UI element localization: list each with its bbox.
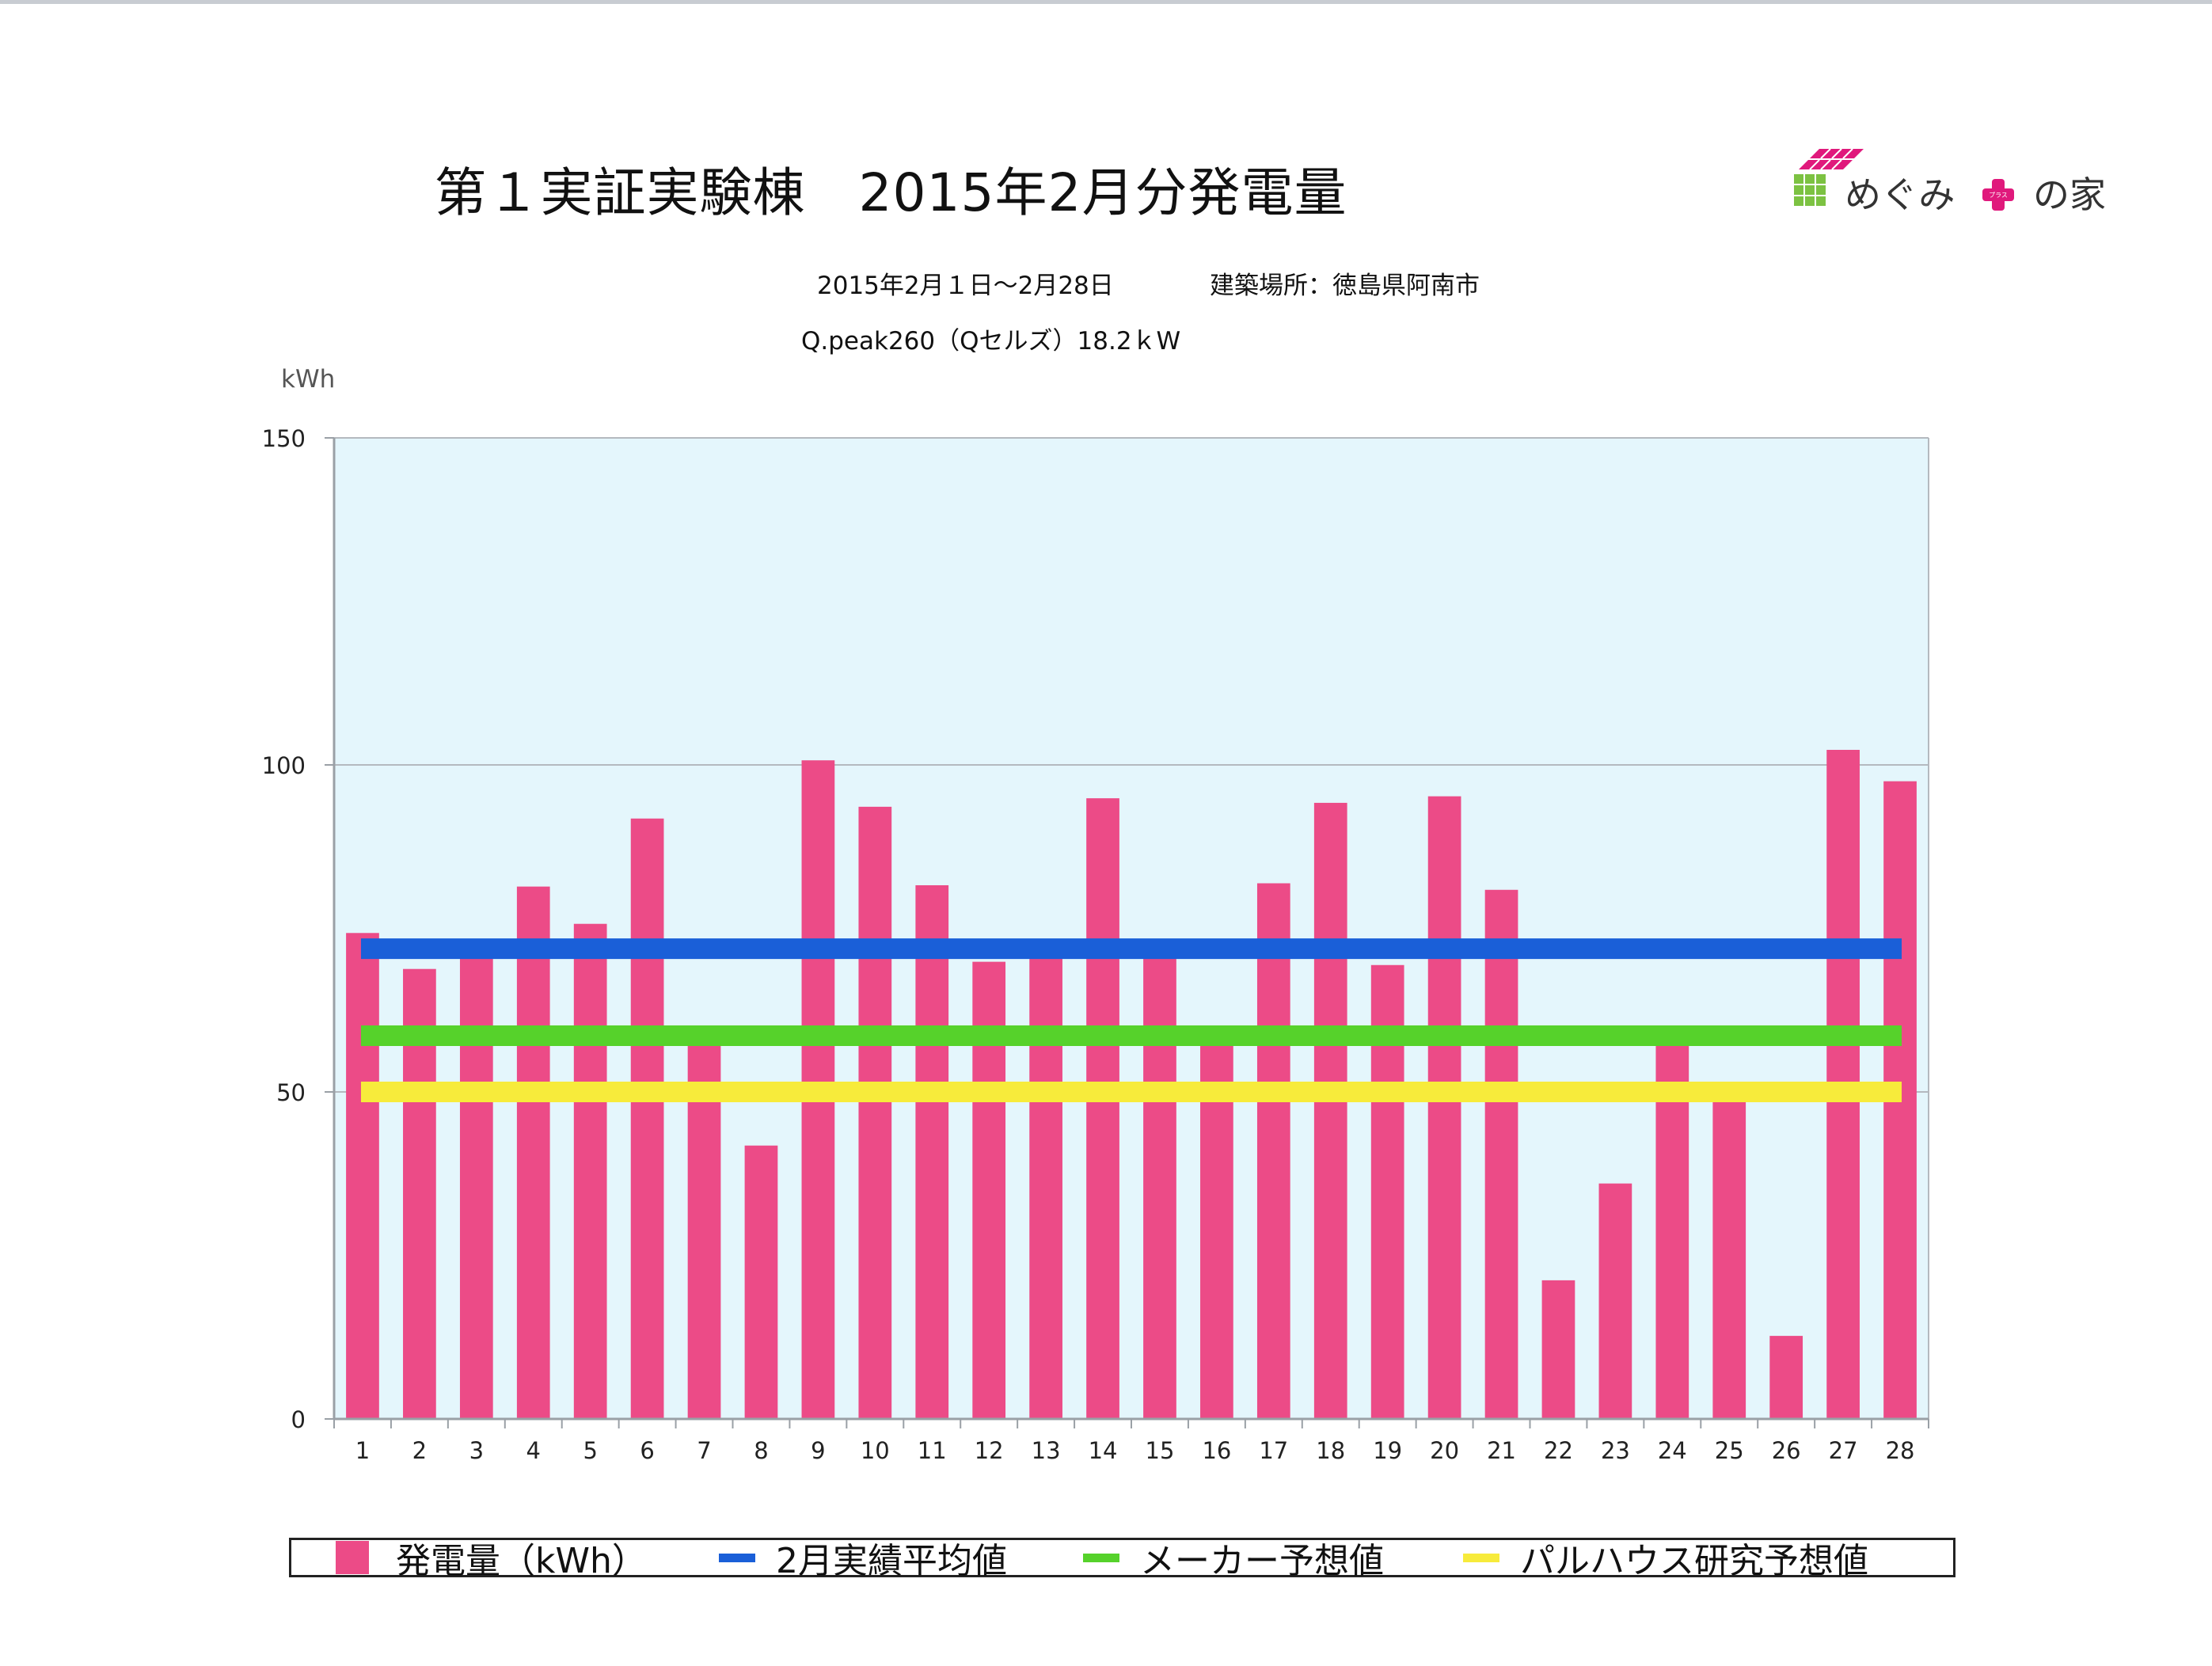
- x-tick-label-7: 7: [697, 1437, 711, 1464]
- x-tick-label-5: 5: [583, 1437, 597, 1464]
- x-tick-label-2: 2: [412, 1437, 427, 1464]
- location-text: 建築場所：徳島県阿南市: [1210, 272, 1480, 300]
- x-tick-label-1: 1: [355, 1437, 370, 1464]
- x-tick-label-6: 6: [640, 1437, 654, 1464]
- y-tick-label-0: 0: [291, 1406, 306, 1433]
- legend-swatch-maker: [1083, 1553, 1119, 1562]
- x-tick-label-22: 22: [1544, 1437, 1573, 1464]
- x-tick-label-23: 23: [1601, 1437, 1630, 1464]
- x-tick-label-18: 18: [1316, 1437, 1345, 1464]
- y-tick-label-50: 50: [276, 1079, 306, 1106]
- bar-day-4: [516, 886, 550, 1419]
- x-tick-label-19: 19: [1373, 1437, 1402, 1464]
- x-tick-label-4: 4: [526, 1437, 541, 1464]
- bar-day-5: [573, 923, 607, 1419]
- legend-item-average: 2月実績平均値: [719, 1540, 1007, 1581]
- bar-day-6: [630, 818, 664, 1419]
- chart-title: 第１実証実験棟 2015年2月分発電量: [434, 162, 1347, 223]
- x-tick-label-11: 11: [918, 1437, 947, 1464]
- bar-day-3: [459, 948, 493, 1419]
- y-tick-label-150: 150: [262, 425, 306, 452]
- x-tick-label-13: 13: [1032, 1437, 1061, 1464]
- x-tick-label-24: 24: [1658, 1437, 1687, 1464]
- y-tick-label-100: 100: [262, 752, 306, 779]
- x-tick-label-27: 27: [1829, 1437, 1858, 1464]
- legend-item-maker: メーカー予想値: [1083, 1540, 1384, 1581]
- chart-legend: 発電量（kWh） 2月実績平均値 メーカー予想値 パルハウス研究予想値: [289, 1538, 1955, 1581]
- x-tick-label-26: 26: [1772, 1437, 1801, 1464]
- legend-label-average: 2月実績平均値: [776, 1541, 1007, 1581]
- bar-day-8: [744, 1145, 778, 1419]
- x-tick-label-9: 9: [811, 1437, 825, 1464]
- x-tick-label-20: 20: [1430, 1437, 1459, 1464]
- bar-day-22: [1541, 1280, 1575, 1419]
- bar-day-17: [1256, 883, 1290, 1419]
- plus-icon: プラス: [1982, 179, 2014, 211]
- x-tick-label-12: 12: [975, 1437, 1004, 1464]
- panel-text: Q.peak260（Qセルズ）18.2ｋW: [801, 327, 1181, 356]
- legend-swatch-generation: [336, 1541, 369, 1574]
- house-grid-icon: [1794, 148, 1864, 206]
- bar-day-13: [1029, 948, 1062, 1419]
- logo-plus-text: プラス: [1989, 192, 2008, 199]
- logo-text-noie: の家: [2033, 173, 2106, 216]
- x-tick-label-3: 3: [469, 1437, 484, 1464]
- legend-item-generation: 発電量（kWh）: [336, 1540, 647, 1581]
- bar-day-14: [1086, 798, 1119, 1419]
- x-tick-label-25: 25: [1715, 1437, 1744, 1464]
- x-tick-label-14: 14: [1089, 1437, 1118, 1464]
- bar-day-11: [915, 884, 949, 1419]
- x-tick-label-28: 28: [1886, 1437, 1915, 1464]
- y-axis-unit-label: kWh: [281, 365, 335, 394]
- x-tick-label-17: 17: [1259, 1437, 1288, 1464]
- bar-day-25: [1712, 1098, 1746, 1419]
- x-tick-label-16: 16: [1202, 1437, 1231, 1464]
- bar-day-23: [1598, 1183, 1632, 1419]
- bar-day-18: [1313, 802, 1347, 1419]
- logo-text-megumi: めぐみ: [1845, 173, 1955, 216]
- bar-day-1: [346, 933, 379, 1419]
- bar-day-26: [1769, 1336, 1803, 1419]
- bar-day-10: [858, 806, 892, 1419]
- x-tick-label-8: 8: [754, 1437, 768, 1464]
- bar-day-15: [1143, 948, 1176, 1419]
- period-text: 2015年2月１日〜2月28日: [817, 272, 1114, 300]
- x-tick-label-21: 21: [1487, 1437, 1516, 1464]
- legend-swatch-average: [719, 1553, 755, 1562]
- bar-day-20: [1427, 796, 1461, 1419]
- x-tick-label-10: 10: [861, 1437, 890, 1464]
- top-rule: [0, 0, 2212, 4]
- legend-label-palhouse: パルハウス研究予想値: [1520, 1541, 1868, 1581]
- legend-item-palhouse: パルハウス研究予想値: [1463, 1540, 1868, 1581]
- bar-day-21: [1484, 889, 1518, 1419]
- legend-label-maker: メーカー予想値: [1140, 1541, 1384, 1581]
- megumi-plus-logo: めぐみ プラス の家: [1791, 146, 2123, 225]
- x-tick-label-15: 15: [1146, 1437, 1175, 1464]
- plot-area: [334, 438, 1929, 1419]
- legend-swatch-palhouse: [1463, 1553, 1499, 1562]
- legend-label-generation: 発電量（kWh）: [396, 1541, 647, 1581]
